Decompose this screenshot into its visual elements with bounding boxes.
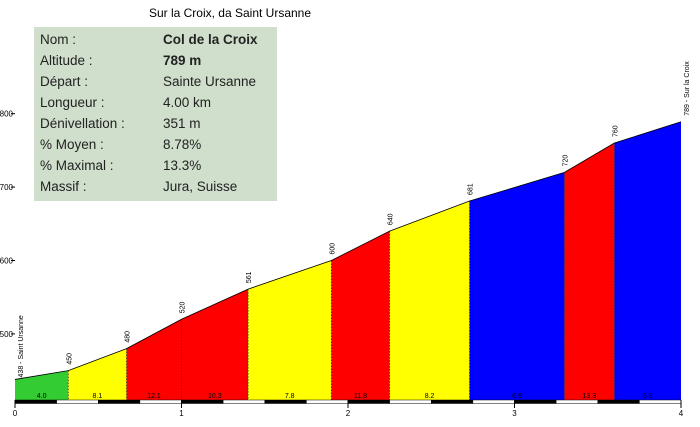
distance-scale-bar (472, 399, 515, 404)
info-label: Massif : (40, 179, 87, 194)
chart-title: Sur la Croix, da Saint Ursanne (148, 6, 312, 20)
elevation-label: 720 (562, 155, 569, 167)
x-tick-label: 1 (179, 409, 184, 418)
distance-scale-bar (222, 399, 265, 404)
info-value: Sainte Ursanne (163, 74, 257, 89)
elevation-label: 640 (388, 213, 395, 225)
distance-scale-bar (14, 399, 57, 404)
gradient-segment (68, 348, 127, 400)
segment-grade-label: 11.8 (354, 393, 367, 400)
segment-grade-label: 4.0 (37, 393, 47, 400)
elevation-label: 438 - Saint Ursanne (18, 315, 25, 377)
distance-scale-bar (139, 399, 182, 404)
segment-grade-label: 8.1 (93, 393, 103, 400)
info-label: % Maximal : (40, 158, 114, 173)
elevation-label: 450 (66, 353, 73, 365)
info-value: 351 m (163, 116, 201, 131)
info-label: Longueur : (40, 95, 105, 110)
info-value: Col de la Croix (163, 32, 258, 47)
gradient-segment (331, 231, 390, 400)
gradient-segment (614, 121, 681, 401)
info-value: 8.78% (163, 137, 202, 152)
x-tick-label: 0 (13, 409, 18, 418)
segment-grade-label: 10.3 (208, 393, 222, 400)
profile-line (14, 121, 682, 380)
elevation-label: 789 - Sur la Croix (684, 61, 691, 116)
distance-scale-bar (347, 399, 390, 404)
gradient-segment (15, 370, 69, 400)
segment-grade-label: 8.2 (425, 393, 435, 400)
segment-grade-label: 6.9 (512, 393, 522, 400)
gradient-segment (389, 201, 470, 400)
x-tick-label: 2 (346, 409, 351, 418)
info-value: 4.00 km (163, 95, 212, 110)
elevation-label: 480 (125, 331, 132, 343)
elevation-label: 760 (612, 125, 619, 137)
elevation-label: 520 (180, 301, 187, 313)
distance-scale-bar (56, 399, 99, 404)
info-label: % Moyen : (40, 137, 104, 152)
info-value: 13.3% (163, 158, 202, 173)
y-tick-label: 800 (0, 110, 14, 119)
distance-scale-bar (306, 399, 349, 404)
segment-grade-label: 7.8 (285, 393, 295, 400)
info-label: Départ : (40, 74, 89, 89)
distance-scale-bar (98, 399, 141, 404)
info-box: Nom : Col de la Croix Altitude : 789 m Dép… (34, 27, 277, 201)
info-value: 789 m (163, 53, 202, 68)
y-tick-label: 500 (0, 330, 14, 339)
distance-scale-bar (264, 399, 307, 404)
distance-scale-bar (555, 399, 598, 404)
x-tick-label: 3 (512, 409, 517, 418)
elevation-label: 681 (468, 183, 475, 195)
elevation-label: 600 (329, 243, 336, 255)
info-label: Nom : (40, 32, 77, 47)
distance-scale-bar (389, 399, 432, 404)
distance-scale-bar (514, 399, 557, 404)
distance-scale-bar (639, 399, 682, 404)
gradient-segment (248, 260, 332, 400)
segment-grade-label: 6.8 (643, 393, 653, 400)
distance-scale-bar (181, 399, 224, 404)
gradient-segment (126, 319, 182, 400)
y-tick-label: 600 (0, 257, 14, 266)
distance-scale-bar (597, 399, 640, 404)
gradient-segment (564, 143, 615, 401)
gradient-segment (181, 289, 249, 400)
distance-scale-bar (431, 399, 474, 404)
gradient-segment (469, 172, 565, 400)
segment-grade-label: 12.1 (147, 393, 161, 400)
x-tick-label: 4 (679, 409, 684, 418)
y-tick-label: 700 (0, 183, 14, 192)
info-label: Dénivellation : (40, 116, 125, 131)
segment-grade-label: 13.3 (583, 393, 597, 400)
elevation-label: 561 (246, 271, 253, 283)
info-value: Jura, Suisse (163, 179, 238, 194)
info-label: Altitude : (40, 53, 93, 68)
